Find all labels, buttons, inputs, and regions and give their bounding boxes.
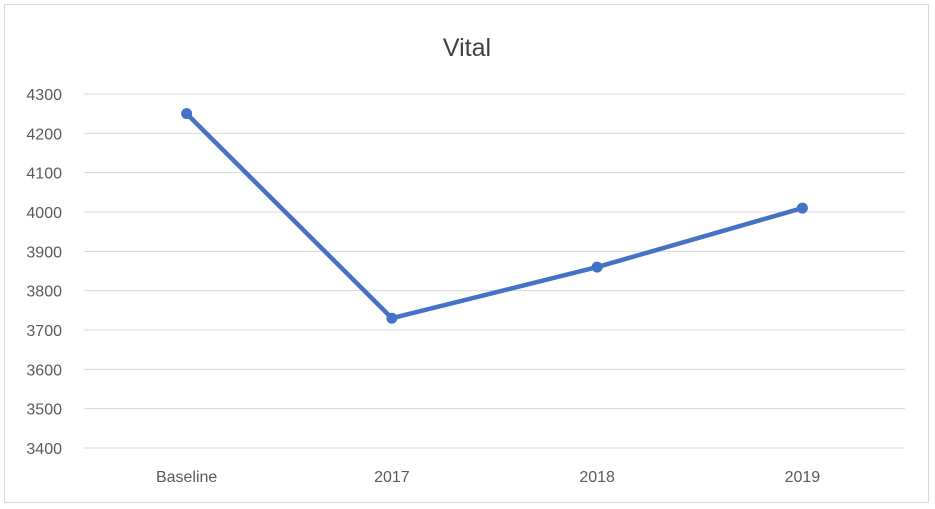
y-tick-label: 4000 — [26, 205, 62, 222]
x-tick-label: Baseline — [156, 469, 217, 486]
y-tick-label: 3800 — [26, 284, 62, 301]
gridlines — [84, 93, 905, 449]
x-tick-label: 2018 — [579, 469, 615, 486]
data-point-baseline — [181, 108, 193, 120]
chart-frame — [4, 4, 929, 503]
data-point-2018 — [591, 261, 603, 273]
y-tick-label: 4300 — [26, 87, 62, 104]
y-tick-label: 3700 — [26, 323, 62, 340]
data-point-2017 — [386, 312, 398, 324]
x-tick-label: 2019 — [785, 469, 821, 486]
y-tick-label: 3500 — [26, 402, 62, 419]
y-tick-label: 3900 — [26, 244, 62, 261]
x-tick-label: 2017 — [374, 469, 410, 486]
y-tick-label: 4100 — [26, 166, 62, 183]
y-tick-label: 3400 — [26, 441, 62, 458]
data-point-2019 — [796, 202, 808, 214]
y-tick-label: 3600 — [26, 362, 62, 379]
y-axis-tick-labels: 4300 4200 4100 4000 3900 3800 3700 3600 3500 3400 — [26, 87, 62, 458]
series-line-0 — [184, 111, 805, 321]
y-tick-label: 4200 — [26, 126, 62, 143]
series-layer — [181, 108, 808, 324]
x-axis-tick-labels: Baseline 2017 2018 2019 — [156, 469, 820, 486]
chart-title: Vital — [443, 34, 491, 62]
